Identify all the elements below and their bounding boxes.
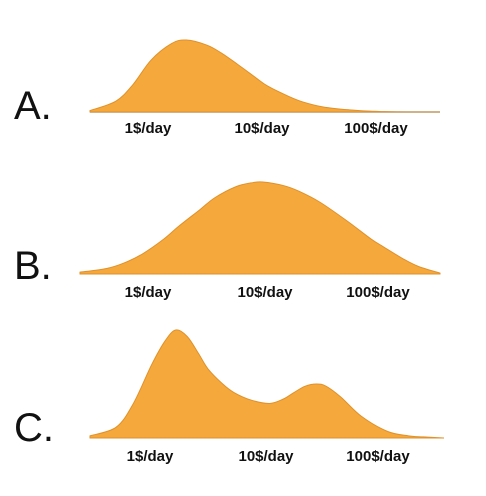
panel-label-c: C.: [14, 406, 54, 450]
panel-a: A. 1$/day 10$/day 100$/day: [0, 20, 486, 170]
x-tick-label: 100$/day: [346, 284, 410, 301]
x-tick-label: 100$/day: [346, 448, 410, 465]
distribution-area: [89, 329, 445, 439]
x-tick-label: 100$/day: [344, 120, 408, 137]
distribution-area: [89, 39, 440, 113]
x-tick-label: 10$/day: [238, 448, 294, 465]
x-tick-label: 1$/day: [126, 448, 174, 465]
panel-label-b: B.: [14, 244, 52, 288]
distribution-a-svg: [89, 39, 440, 113]
distribution-b-svg: [79, 181, 441, 275]
x-tick-label: 10$/day: [234, 120, 290, 137]
x-tick-label: 1$/day: [124, 284, 172, 301]
x-tick-label: 1$/day: [124, 120, 172, 137]
distribution-c-svg: [89, 329, 445, 439]
distribution-area: [79, 181, 441, 275]
panel-c: C. 1$/day 10$/day 100$/day: [0, 320, 486, 470]
panel-b: B. 1$/day 10$/day 100$/day: [0, 170, 486, 320]
panel-label-a: A.: [14, 84, 52, 128]
x-tick-label: 10$/day: [237, 284, 293, 301]
